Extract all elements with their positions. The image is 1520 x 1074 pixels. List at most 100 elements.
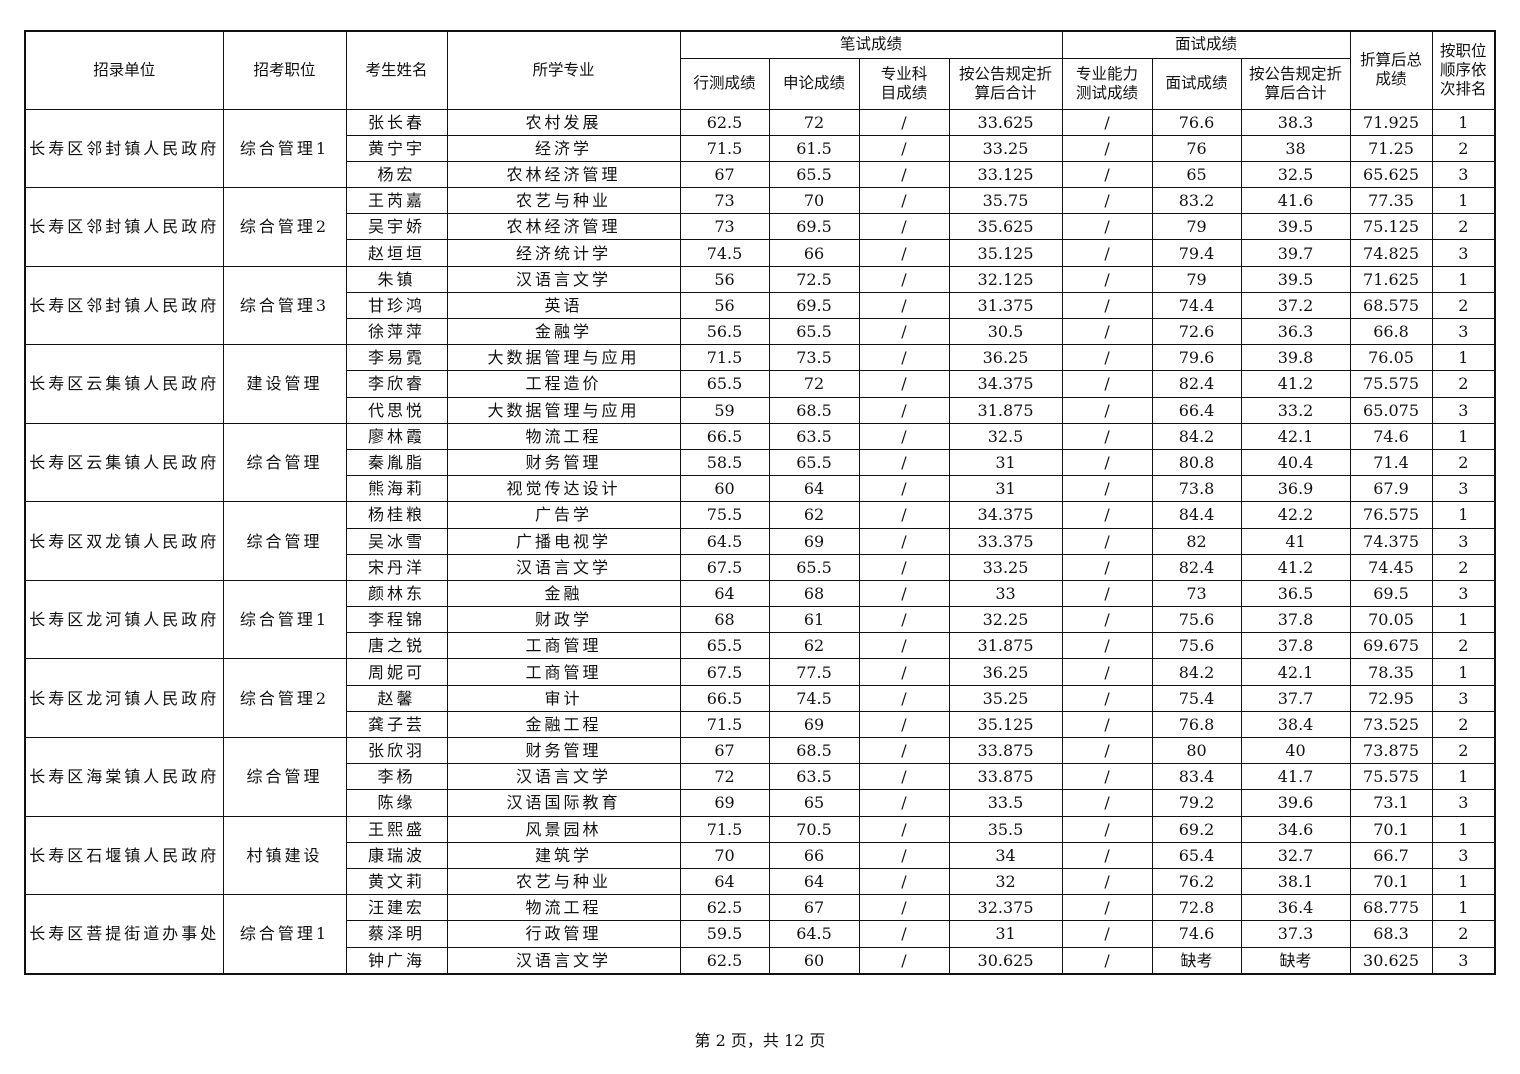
cell-ability-test: / — [1061, 867, 1153, 896]
cell-ability-test: / — [1061, 475, 1153, 503]
cell-professional-subject: / — [858, 317, 950, 346]
cell-ability-test: / — [1061, 763, 1153, 791]
cell-rank: 3 — [1431, 239, 1496, 267]
cell-rank: 1 — [1431, 501, 1496, 529]
header-total: 折算后总成绩 — [1349, 30, 1433, 110]
cell-written-converted: 33.875 — [948, 763, 1063, 791]
cell-professional-subject: / — [858, 658, 950, 686]
cell-interview-converted: 38.4 — [1240, 710, 1351, 739]
cell-xingce: 67 — [679, 736, 770, 765]
cell-written-converted: 35.75 — [948, 187, 1063, 215]
cell-unit: 长寿区邻封镇人民政府 — [24, 265, 224, 346]
cell-professional-subject: / — [858, 632, 950, 660]
cell-position: 综合管理 — [222, 501, 347, 581]
cell-major: 农艺与种业 — [446, 187, 681, 215]
cell-ability-test: / — [1061, 134, 1153, 162]
cell-written-converted: 33.25 — [948, 134, 1063, 162]
table-row: 长寿区邻封镇人民政府 综合管理2 王芮嘉 农艺与种业 73 70/35.75/83.2 41… — [24, 187, 1496, 267]
cell-total: 71.25 — [1349, 134, 1433, 162]
cell-rank: 1 — [1431, 867, 1496, 896]
cell-total: 75.125 — [1349, 213, 1433, 241]
table-row: 陈缘 汉语国际教育 69 65/33.5/79.2 39.6 73.1 3 — [25, 789, 1496, 817]
cell-rank: 3 — [1431, 475, 1496, 503]
cell-name: 杨宏 — [345, 160, 448, 189]
cell-major: 工商管理 — [446, 658, 681, 686]
cell-shenlun: 67 — [768, 894, 860, 922]
cell-major: 经济学 — [446, 134, 681, 162]
cell-interview-score: 79 — [1151, 265, 1242, 293]
cell-name: 朱镇 — [345, 265, 448, 293]
cell-written-converted: 32.5 — [948, 422, 1063, 450]
cell-xingce: 65.5 — [679, 370, 770, 398]
cell-professional-subject: / — [858, 579, 950, 608]
cell-rank: 1 — [1431, 344, 1496, 372]
cell-interview-score: 75.6 — [1151, 606, 1242, 634]
cell-interview-score: 84.2 — [1151, 658, 1242, 686]
cell-interview-score: 82 — [1151, 527, 1242, 555]
cell-shenlun: 63.5 — [768, 763, 860, 791]
cell-ability-test: / — [1061, 658, 1153, 686]
cell-interview-converted: 38.1 — [1240, 867, 1351, 896]
cell-xingce: 71.5 — [679, 815, 770, 843]
cell-unit: 长寿区海棠镇人民政府 — [24, 737, 224, 817]
cell-total: 68.3 — [1349, 920, 1433, 948]
cell-shenlun: 72.5 — [768, 265, 860, 293]
cell-xingce: 56 — [679, 265, 770, 293]
cell-name: 钟广海 — [345, 946, 448, 975]
cell-rank: 1 — [1431, 815, 1496, 843]
cell-major: 英语 — [446, 291, 681, 320]
cell-total: 69.5 — [1349, 579, 1433, 608]
cell-ability-test: / — [1061, 160, 1153, 189]
cell-major: 汉语言文学 — [446, 265, 681, 293]
table-row: 吴宇娇 农林经济管理 73 69.5/35.625/79 39.5 75.125 2 — [25, 213, 1496, 241]
cell-shenlun: 77.5 — [768, 658, 860, 686]
cell-name: 张欣羽 — [345, 736, 448, 765]
cell-xingce: 73 — [679, 187, 770, 215]
cell-rank: 3 — [1431, 160, 1496, 189]
cell-ability-test: / — [1061, 396, 1153, 424]
cell-shenlun: 72 — [768, 108, 860, 136]
cell-interview-converted: 41 — [1240, 527, 1351, 555]
cell-ability-test: / — [1061, 841, 1153, 869]
cell-xingce: 70 — [679, 841, 770, 869]
cell-interview-score: 74.4 — [1151, 291, 1242, 320]
cell-unit: 长寿区石堰镇人民政府 — [24, 815, 224, 896]
cell-major: 金融 — [446, 579, 681, 608]
cell-total: 71.625 — [1349, 265, 1433, 293]
cell-total: 75.575 — [1349, 370, 1433, 398]
cell-interview-score: 83.4 — [1151, 763, 1242, 791]
cell-written-converted: 33.25 — [948, 553, 1063, 581]
cell-total: 75.575 — [1349, 763, 1433, 791]
cell-unit: 长寿区龙河镇人民政府 — [24, 658, 224, 738]
cell-total: 70.05 — [1349, 606, 1433, 634]
cell-xingce: 71.5 — [679, 710, 770, 739]
cell-major: 大数据管理与应用 — [446, 396, 681, 424]
cell-ability-test: / — [1061, 317, 1153, 346]
cell-major: 行政管理 — [446, 920, 681, 948]
cell-total: 65.625 — [1349, 160, 1433, 189]
cell-ability-test: / — [1061, 946, 1153, 975]
cell-xingce: 62.5 — [679, 946, 770, 975]
cell-xingce: 64 — [679, 579, 770, 608]
header-written-group: 笔试成绩 — [679, 30, 1063, 59]
cell-position: 综合管理 — [222, 737, 347, 817]
cell-total: 74.45 — [1349, 553, 1433, 581]
cell-xingce: 67.5 — [679, 553, 770, 581]
cell-interview-converted: 37.3 — [1240, 920, 1351, 948]
cell-rank: 1 — [1431, 422, 1496, 450]
cell-shenlun: 65.5 — [768, 448, 860, 477]
cell-total: 74.825 — [1349, 239, 1433, 267]
table-row: 长寿区龙河镇人民政府 综合管理1 颜林东 金融 64 68/33/73 36.5 69.5 3 — [24, 579, 1496, 660]
cell-interview-converted: 41.2 — [1240, 370, 1351, 398]
cell-major: 财政学 — [446, 606, 681, 634]
table-row: 长寿区云集镇人民政府 综合管理 廖林霞 物流工程 66.5 63.5/32.5/84.2 4… — [24, 422, 1496, 503]
cell-name: 秦胤脂 — [345, 448, 448, 477]
cell-total: 68.775 — [1349, 894, 1433, 922]
cell-professional-subject: / — [858, 763, 950, 791]
cell-rank: 2 — [1431, 553, 1496, 581]
cell-interview-score: 缺考 — [1151, 946, 1242, 975]
cell-total: 74.6 — [1349, 422, 1433, 450]
cell-major: 汉语言文学 — [446, 553, 681, 581]
cell-xingce: 59.5 — [679, 920, 770, 948]
cell-interview-converted: 41.6 — [1240, 187, 1351, 215]
